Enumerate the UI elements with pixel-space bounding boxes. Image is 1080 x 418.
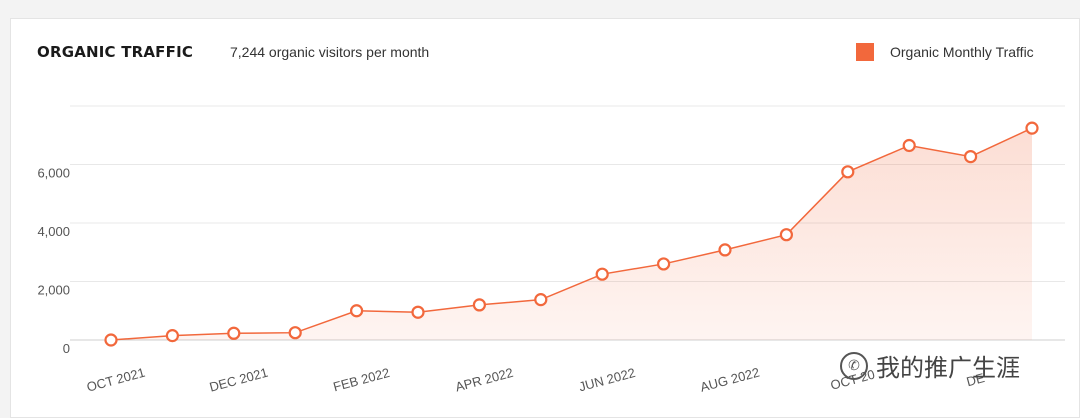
data-point: [1025, 121, 1039, 135]
watermark: ✆ 我的推广生涯: [840, 348, 1020, 383]
chart-title: ORGANIC TRAFFIC: [37, 43, 194, 61]
data-point: [472, 298, 486, 312]
y-tick-label: 0: [63, 341, 70, 356]
x-tick-label: FEB 2022: [332, 365, 392, 394]
data-point: [350, 304, 364, 318]
y-tick-label: 6,000: [37, 166, 70, 181]
y-tick-label: 2,000: [37, 283, 70, 298]
data-point: [595, 267, 609, 281]
legend-label: Organic Monthly Traffic: [890, 44, 1034, 60]
watermark-text: 我的推广生涯: [876, 354, 1020, 382]
x-tick-label: JUN 2022: [577, 365, 637, 394]
legend-swatch: [856, 43, 874, 61]
x-tick-label: AUG 2022: [699, 365, 762, 395]
data-point: [779, 228, 794, 242]
series-line: [110, 127, 1033, 341]
x-tick-label: APR 2022: [454, 365, 515, 395]
area-fill: [111, 128, 1032, 340]
y-tick-label: 4,000: [37, 224, 70, 239]
data-point: [841, 165, 855, 179]
x-tick-label: DEC 2021: [208, 365, 270, 395]
data-point: [411, 305, 425, 319]
data-point: [227, 326, 241, 340]
chart-legend[interactable]: Organic Monthly Traffic: [856, 43, 1034, 61]
wechat-icon: ✆: [840, 351, 868, 380]
data-point: [963, 150, 978, 164]
data-point: [534, 293, 548, 307]
data-point: [656, 257, 671, 271]
data-point: [165, 329, 179, 343]
data-point: [718, 243, 732, 257]
x-tick-label: OCT 2021: [85, 365, 147, 395]
data-point: [104, 333, 118, 347]
data-point: [902, 138, 916, 153]
x-tick-label: DE: [965, 370, 987, 389]
data-point: [288, 326, 302, 340]
visitors-summary: 7,244 organic visitors per month: [230, 44, 430, 60]
